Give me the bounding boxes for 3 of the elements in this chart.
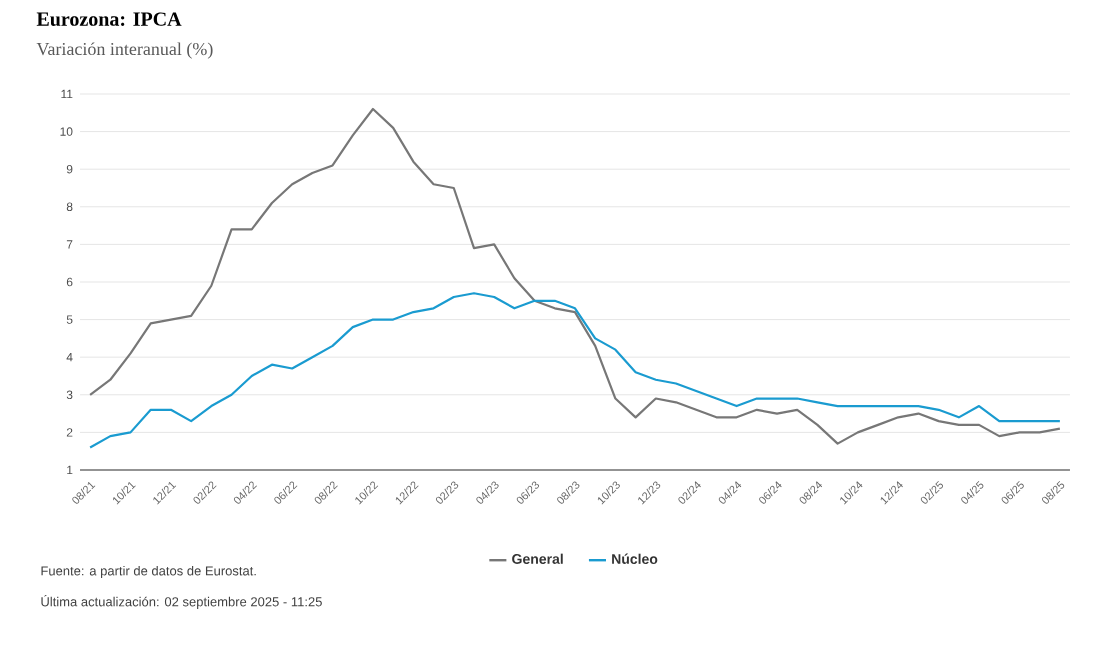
- chart-subtitle: Variación interanual (%): [36, 42, 213, 59]
- chart-title: Eurozona: IPCA: [36, 12, 182, 26]
- line-series: [89, 107, 1061, 445]
